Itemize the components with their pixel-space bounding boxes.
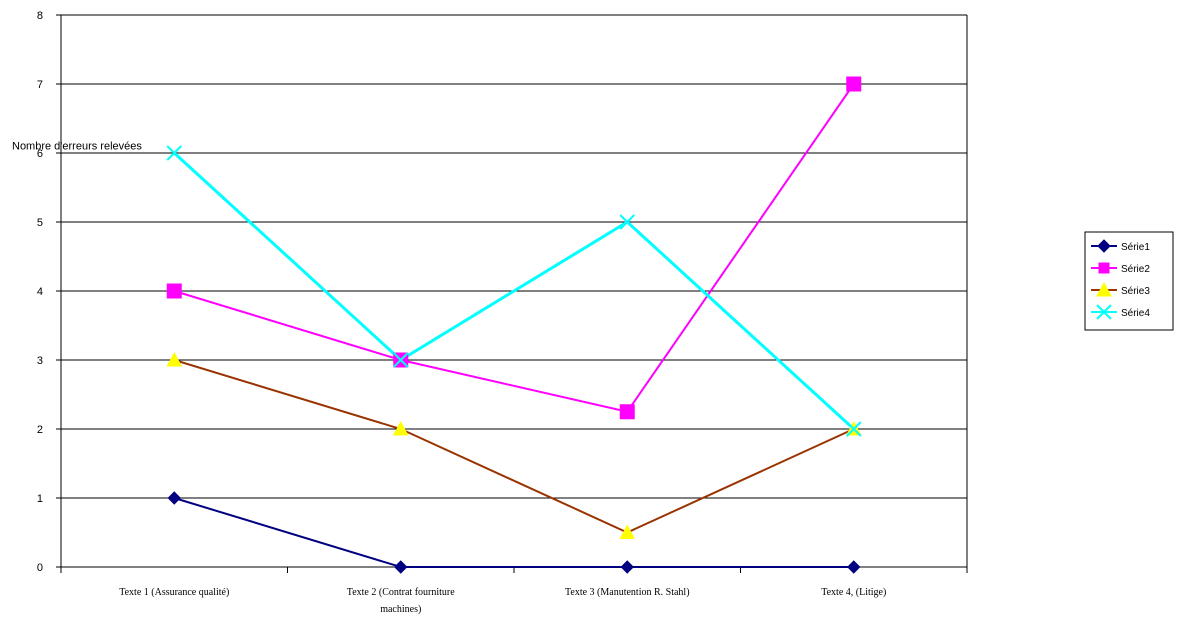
data-point-marker [166,283,182,299]
legend-label: Série3 [1121,286,1150,297]
x-tick-label: Texte 2 (Contrat fourniture machines) [347,587,455,615]
series-line [173,151,855,431]
data-point-marker [846,421,862,437]
series-lines [166,76,862,574]
legend-swatch-marker [1098,262,1110,274]
data-point-marker [847,560,861,574]
y-tick-label: 4 [37,286,43,298]
data-point-marker [166,145,182,161]
legend-label: Série1 [1121,242,1150,253]
y-axis-label: Nombre d'erreurs relevées [12,141,142,153]
legend: Série1 Série2 Série3 Série4 [1084,231,1174,331]
legend-swatch-marker [1096,304,1112,320]
data-point-marker [394,560,408,574]
axis-labels: 0 1 2 3 4 5 6 7 8 Texte 1 (Assurance qualité) Text… [12,10,886,615]
data-point-marker [167,491,181,505]
y-tick-label: 7 [37,79,43,91]
data-point-marker [166,351,183,367]
data-point-marker [846,76,862,92]
x-tick-label: Texte 1 (Assurance qualité) [119,587,229,598]
legend-label: Série2 [1121,264,1150,275]
data-point-marker [619,524,636,539]
y-tick-label: 3 [37,355,43,367]
data-point-marker [392,420,409,436]
data-point-marker [393,352,409,368]
x-tick-label: Texte 4, (Litige) [821,587,886,598]
legend-swatch-marker [1097,239,1111,253]
legend-label: Série4 [1121,308,1150,319]
x-tick-label: Texte 3 (Manutention R. Stahl) [565,587,690,598]
y-tick-label: 0 [37,562,43,574]
legend-swatch-marker [1096,281,1112,297]
y-tick-label: 8 [37,10,43,22]
data-point-marker [620,560,634,574]
series-line [173,83,855,413]
gridlines [61,14,967,499]
y-tick-label: 2 [37,424,43,436]
y-tick-label: 5 [37,217,43,229]
series-line [173,497,854,568]
y-tick-label: 1 [37,493,43,505]
y-tick-label: 6 [37,148,43,160]
data-point-marker [619,404,635,420]
data-point-marker [619,214,635,230]
series-line [173,359,855,534]
